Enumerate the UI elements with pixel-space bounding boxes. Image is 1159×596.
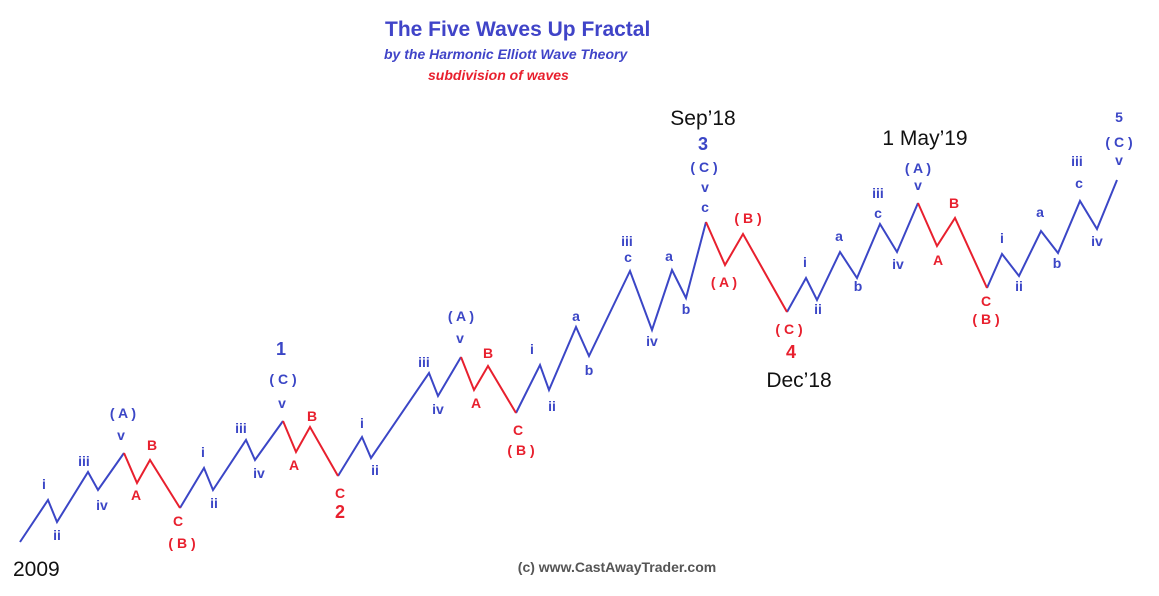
degree-label-4: 4 bbox=[786, 342, 796, 362]
wave-label: iii bbox=[1071, 153, 1083, 169]
wave-label: A bbox=[289, 457, 299, 473]
wave-label: iv bbox=[253, 465, 265, 481]
wave-label: ( B ) bbox=[168, 535, 195, 551]
date-label-dec18: Dec’18 bbox=[766, 369, 831, 392]
correction-wave-4 bbox=[705, 221, 788, 313]
wave-label: iii bbox=[418, 354, 430, 370]
wave-label: iii bbox=[235, 420, 247, 436]
wave-segment-5-a bbox=[786, 202, 919, 313]
date-label-may19: 1 May’19 bbox=[882, 127, 967, 150]
wave-label: ( B ) bbox=[734, 210, 761, 226]
correction-wave-3 bbox=[460, 356, 517, 414]
wave-label: b bbox=[854, 278, 863, 294]
wave-label: iii bbox=[872, 185, 884, 201]
wave-label: a bbox=[665, 248, 673, 264]
wave-label: a bbox=[572, 308, 580, 324]
diagram-title: The Five Waves Up Fractal bbox=[385, 18, 651, 41]
wave-label: C bbox=[173, 513, 183, 529]
wave-label: B bbox=[307, 408, 317, 424]
wave-segment-5-c bbox=[986, 179, 1118, 289]
wave-segment-3-c bbox=[515, 221, 707, 414]
wave-label: c bbox=[1075, 175, 1083, 191]
wave-label: i bbox=[42, 476, 46, 492]
wave-label: ii bbox=[53, 527, 61, 543]
wave-label: iii bbox=[78, 453, 90, 469]
wave-label: i bbox=[803, 254, 807, 270]
wave-label: C bbox=[513, 422, 523, 438]
degree-label-1: 1 bbox=[276, 339, 286, 359]
wave-label: ( B ) bbox=[972, 311, 999, 327]
wave-label: a bbox=[835, 228, 843, 244]
wave-label: A bbox=[933, 252, 943, 268]
wave-label: i bbox=[360, 415, 364, 431]
impulse-waves bbox=[19, 179, 1118, 543]
wave-label: b bbox=[1053, 255, 1062, 271]
degree-label-5: 5 bbox=[1115, 109, 1123, 125]
wave-label: c bbox=[624, 249, 632, 265]
wave-label: C bbox=[981, 293, 991, 309]
wave-label: B bbox=[147, 437, 157, 453]
diagram-subtitle: by the Harmonic Elliott Wave Theory bbox=[384, 46, 628, 62]
wave-label: v bbox=[278, 395, 286, 411]
wave-segment-1-a bbox=[19, 452, 125, 543]
wave-label: iv bbox=[96, 497, 108, 513]
wave-label: ii bbox=[210, 495, 218, 511]
wave-label: i bbox=[1000, 230, 1004, 246]
wave-label: i bbox=[201, 444, 205, 460]
diagram-note: subdivision of waves bbox=[428, 67, 569, 83]
corrective-waves bbox=[123, 202, 988, 509]
wave-label: ( A ) bbox=[905, 160, 931, 176]
wave-label: c bbox=[701, 199, 709, 215]
wave-label: iv bbox=[1091, 233, 1103, 249]
degree-label-2: 2 bbox=[335, 502, 345, 522]
wave-label: v bbox=[701, 179, 709, 195]
wave-label: b bbox=[585, 362, 594, 378]
wave-label: a bbox=[1036, 204, 1044, 220]
wave-label: C bbox=[335, 485, 345, 501]
wave-label: ( C ) bbox=[690, 159, 717, 175]
wave-label: ( A ) bbox=[448, 308, 474, 324]
wave-label: v bbox=[1115, 152, 1123, 168]
wave-label: v bbox=[456, 330, 464, 346]
date-label-sep18: Sep’18 bbox=[670, 107, 735, 130]
wave-label: ( B ) bbox=[507, 442, 534, 458]
date-label-2009: 2009 bbox=[13, 558, 60, 581]
wave-label: ( C ) bbox=[775, 321, 802, 337]
correction-wave-2 bbox=[282, 420, 339, 477]
wave-label: v bbox=[117, 427, 125, 443]
wave-segment-3-a bbox=[337, 356, 462, 477]
copyright-text: (c) www.CastAwayTrader.com bbox=[518, 559, 716, 575]
correction-wave-5 bbox=[917, 202, 988, 289]
wave-label: B bbox=[483, 345, 493, 361]
correction-wave-1 bbox=[123, 452, 181, 509]
wave-segment-1-c bbox=[179, 420, 284, 509]
wave-label: v bbox=[914, 177, 922, 193]
wave-label: iv bbox=[892, 256, 904, 272]
wave-label: i bbox=[530, 341, 534, 357]
wave-label: b bbox=[682, 301, 691, 317]
wave-label: ( A ) bbox=[711, 274, 737, 290]
wave-label: ii bbox=[548, 398, 556, 414]
wave-label: iv bbox=[432, 401, 444, 417]
wave-label: iv bbox=[646, 333, 658, 349]
wave-label: ( C ) bbox=[1105, 134, 1132, 150]
wave-label: ( A ) bbox=[110, 405, 136, 421]
wave-label: ii bbox=[814, 301, 822, 317]
wave-label: B bbox=[949, 195, 959, 211]
wave-label: c bbox=[874, 205, 882, 221]
wave-label: ii bbox=[1015, 278, 1023, 294]
wave-label: A bbox=[131, 487, 141, 503]
wave-label: ( C ) bbox=[269, 371, 296, 387]
wave-label: iii bbox=[621, 233, 633, 249]
degree-label-3: 3 bbox=[698, 134, 708, 154]
wave-label: ii bbox=[371, 462, 379, 478]
wave-label: A bbox=[471, 395, 481, 411]
